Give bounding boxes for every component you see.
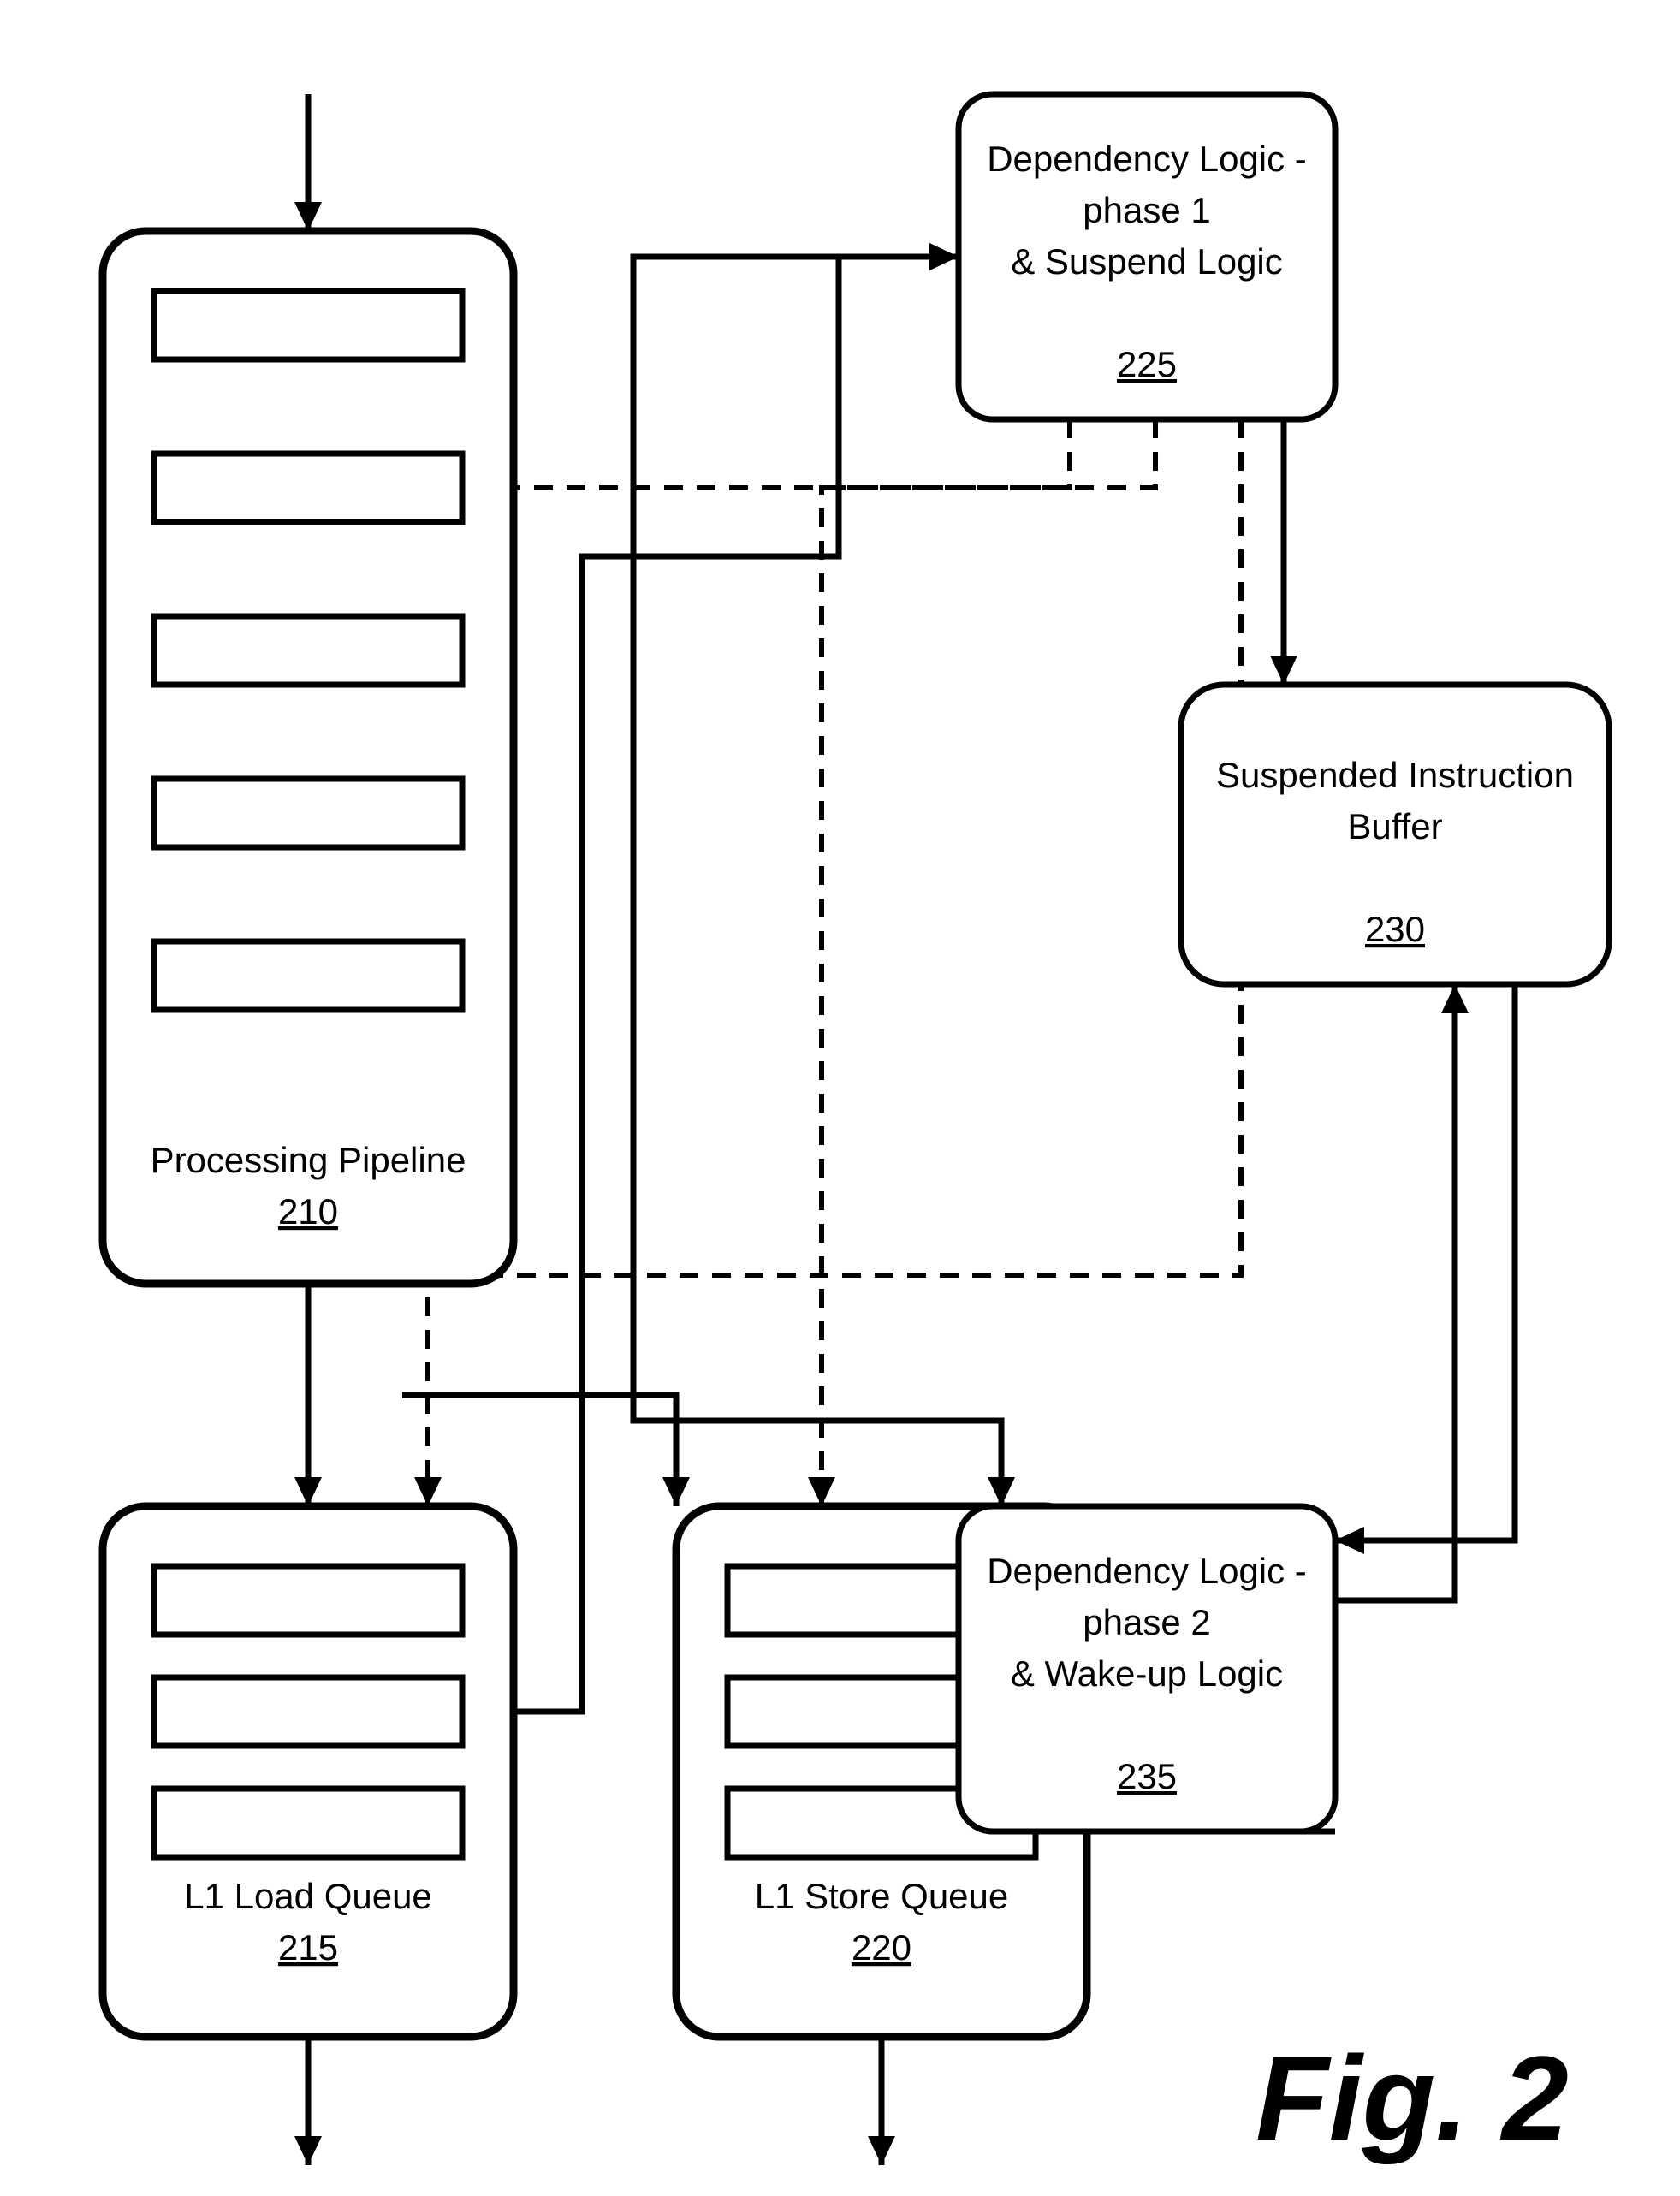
figure-label: Fig. 2 xyxy=(1256,2031,1569,2165)
svg-text:& Suspend Logic: & Suspend Logic xyxy=(1011,241,1283,282)
svg-text:Dependency Logic -: Dependency Logic - xyxy=(987,1551,1307,1591)
svg-text:220: 220 xyxy=(852,1927,911,1967)
svg-text:L1 Store Queue: L1 Store Queue xyxy=(755,1876,1009,1916)
svg-text:L1 Load Queue: L1 Load Queue xyxy=(184,1876,432,1916)
boxes: Processing Pipeline210L1 Load Queue215L1… xyxy=(103,94,1609,2037)
load_queue: L1 Load Queue 215 xyxy=(103,1506,513,2037)
suspended: Suspended Instruction Buffer 230 xyxy=(1181,685,1609,984)
svg-text:phase 2: phase 2 xyxy=(1083,1602,1210,1642)
svg-text:Dependency Logic -: Dependency Logic - xyxy=(987,139,1307,179)
phase2: Dependency Logic - phase 2 & Wake-up Logic… xyxy=(959,1506,1335,1831)
svg-text:phase 1: phase 1 xyxy=(1083,190,1210,230)
svg-text:230: 230 xyxy=(1365,909,1425,949)
svg-text:215: 215 xyxy=(278,1927,338,1967)
pipeline: Processing Pipeline 210 xyxy=(103,231,513,1284)
svg-text:Suspended Instruction: Suspended Instruction xyxy=(1216,755,1574,795)
svg-text:Buffer: Buffer xyxy=(1347,806,1442,846)
svg-text:235: 235 xyxy=(1117,1756,1177,1796)
svg-text:& Wake-up Logic: & Wake-up Logic xyxy=(1011,1653,1283,1694)
svg-text:Processing Pipeline: Processing Pipeline xyxy=(151,1140,466,1180)
svg-text:225: 225 xyxy=(1117,344,1177,384)
svg-text:210: 210 xyxy=(278,1191,338,1232)
phase1: Dependency Logic - phase 1 & Suspend Logic… xyxy=(959,94,1335,419)
